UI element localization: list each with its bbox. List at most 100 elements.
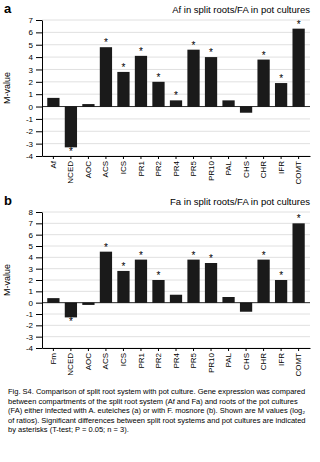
x-tick-mark: [158, 156, 159, 159]
x-tick: ICS: [119, 348, 128, 366]
y-axis-line: [42, 21, 43, 157]
y-tick-label: 0: [29, 103, 34, 112]
grid-line: [42, 106, 310, 107]
panel-label: a: [4, 1, 12, 16]
x-tick-label: PAL: [224, 352, 233, 367]
x-tick-mark: [53, 156, 54, 159]
y-tick-label: 1: [29, 287, 34, 296]
y-axis: -4-3-2-1012345678: [26, 208, 43, 353]
x-tick-label: Fm: [49, 353, 58, 365]
y-tick-mark: [36, 82, 42, 83]
grid-line: [42, 314, 310, 315]
y-tick-label: 5: [29, 242, 34, 251]
y-tick-label: 4: [29, 253, 34, 262]
x-tick: PR2: [154, 156, 163, 177]
x-tick-label: PR10: [207, 352, 216, 373]
plot: -4-3-2-1012345678FmNCEDAOCACSICSPR1PR2PR…: [26, 208, 311, 377]
x-tick-label: PR1: [137, 352, 146, 368]
x-tick-label: ICS: [119, 161, 128, 174]
x-tick: PR5: [189, 348, 198, 369]
x-tick: CHS: [242, 156, 251, 178]
x-tick-label: IFR: [277, 161, 286, 174]
x-tick-label: AOC: [84, 161, 93, 179]
y-tick: 2: [29, 78, 42, 87]
y-axis: -4-3-2-101234567: [26, 16, 43, 161]
y-tick-mark: [36, 212, 42, 213]
grid-line: [42, 302, 310, 303]
x-tick-label: COMT: [294, 353, 303, 377]
x-tick-label: PR1: [137, 160, 146, 176]
y-tick-mark: [36, 314, 42, 315]
x-tick-mark: [211, 348, 212, 351]
caption-line: between compartments of the split root s…: [8, 397, 300, 406]
bar: [205, 57, 217, 106]
significance-marker: *: [297, 19, 301, 30]
x-tick-mark: [176, 348, 177, 351]
y-tick: -3: [26, 333, 42, 342]
x-tick: PAL: [224, 156, 233, 176]
y-tick-label: 3: [29, 265, 34, 274]
significance-marker: *: [157, 72, 161, 83]
y-tick-label: 8: [29, 208, 34, 217]
title: Fa in split roots/FA in pot cultures: [170, 196, 310, 207]
y-tick-label: -3: [26, 333, 34, 342]
y-tick: 2: [29, 276, 42, 285]
y-tick-mark: [36, 57, 42, 58]
x-tick-label: CHR: [259, 161, 268, 179]
x-tick: NCED: [66, 156, 75, 184]
bar: [257, 260, 269, 303]
y-axis-label: M-value: [2, 72, 12, 104]
significance-marker: *: [297, 213, 301, 224]
grid-line: [42, 69, 310, 70]
x-tick: COMT: [294, 156, 303, 185]
bar: [292, 223, 304, 302]
x-tick-mark: [88, 156, 89, 159]
x-tick-mark: [228, 156, 229, 159]
y-tick-mark: [36, 291, 42, 292]
y-tick-label: 0: [29, 299, 34, 308]
bar: [152, 280, 164, 303]
y-tick-label: 5: [29, 41, 34, 50]
grid-line: [42, 118, 310, 119]
x-tick-label: IFR: [277, 353, 286, 366]
y-tick-label: 2: [29, 78, 34, 87]
bar: [205, 263, 217, 303]
y-tick-mark: [36, 325, 42, 326]
x-axis: AfNCEDAOCACSICSPR1PR2PR4PR5PR10PALCHSCHR…: [43, 156, 311, 185]
significance-marker: *: [192, 250, 196, 261]
significance-marker: *: [157, 270, 161, 281]
x-tick-mark: [105, 156, 106, 159]
y-tick: -2: [26, 127, 42, 136]
x-tick-label: PR4: [172, 352, 181, 368]
x-tick-mark: [123, 156, 124, 159]
x-tick-label: NCED: [66, 161, 75, 184]
y-tick: 7: [29, 219, 42, 228]
y-tick-mark: [36, 69, 42, 70]
x-tick-label: ACS: [101, 161, 110, 177]
x-tick: CHR: [259, 348, 268, 370]
y-tick-label: -4: [26, 344, 34, 353]
y-tick: 3: [29, 66, 42, 75]
x-tick: PR1: [137, 348, 146, 369]
x-tick-mark: [193, 348, 194, 351]
y-tick: 6: [29, 28, 42, 37]
grid-line: [42, 223, 310, 224]
grid-line: [42, 280, 310, 281]
x-tick: IFR: [277, 348, 286, 366]
significance-marker: *: [192, 40, 196, 51]
y-tick: 4: [29, 53, 42, 62]
x-tick: AOC: [84, 156, 93, 178]
bar: [170, 295, 182, 303]
caption: Fig. S4. Comparison of split root system…: [8, 387, 308, 434]
bar: [240, 107, 252, 113]
x-tick: AOC: [84, 348, 93, 370]
x-tick: ICS: [119, 156, 128, 174]
x-tick-label: PR5: [189, 160, 198, 176]
grid-line: [42, 143, 310, 144]
grid-line: [42, 291, 310, 292]
y-tick: 4: [29, 253, 42, 262]
x-tick-mark: [88, 348, 89, 351]
y-tick-mark: [36, 257, 42, 258]
x-tick: PR2: [154, 348, 163, 369]
x-tick-mark: [140, 156, 141, 159]
